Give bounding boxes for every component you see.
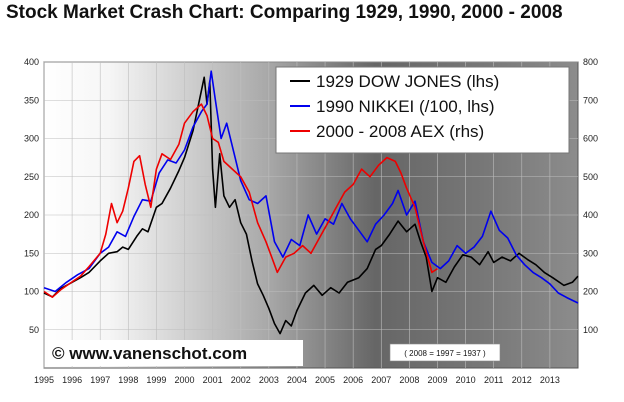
note-box: ( 2008 = 1997 = 1937 ) [389,343,501,362]
x-tick-label: 2003 [259,375,279,385]
y-tick-label-left: 250 [24,172,39,182]
x-tick-label: 2013 [540,375,560,385]
x-tick-label: 1998 [118,375,138,385]
y-axis-right: 100 200 300 400 500 600 700 800 [583,57,598,335]
series-line-2 [43,70,579,304]
x-tick-label: 2000 [175,375,195,385]
watermark-box: © www.vanenschot.com [48,340,303,366]
x-tick-label: 2009 [427,375,447,385]
y-tick-label-left: 50 [29,325,39,335]
watermark: © www.vanenschot.com [52,344,247,363]
legend-label-1: 1929 DOW JONES (lhs) [316,72,499,91]
y-tick-label-right: 400 [583,210,598,220]
x-tick-label: 1997 [90,375,110,385]
y-tick-label-right: 700 [583,95,598,105]
x-tick-label: 2010 [456,375,476,385]
x-tick-label: 2012 [512,375,532,385]
series-group [43,70,579,335]
legend-box [275,66,570,154]
x-tick-label: 2002 [231,375,251,385]
series-line-1 [43,76,579,335]
legend-label-3: 2000 - 2008 AEX (rhs) [316,122,484,141]
y-axis-left: 50 100 150 200 250 300 350 400 [24,57,39,335]
y-tick-label-left: 200 [24,210,39,220]
x-tick-label: 2001 [203,375,223,385]
chart-title: Stock Market Crash Chart: Comparing 1929… [6,2,563,23]
y-tick-label-left: 150 [24,248,39,258]
legend: 1929 DOW JONES (lhs) 1990 NIKKEI (/100, l… [275,66,570,154]
y-tick-label-right: 600 [583,134,598,144]
series-line-3 [43,103,438,298]
x-tick-label: 2008 [399,375,419,385]
x-tick-label: 2005 [315,375,335,385]
y-tick-label-left: 350 [24,95,39,105]
x-tick-label: 2006 [343,375,363,385]
x-tick-label: 2007 [371,375,391,385]
x-tick-label: 1996 [62,375,82,385]
y-tick-label-left: 300 [24,134,39,144]
y-tick-label-right: 100 [583,325,598,335]
y-tick-label-right: 300 [583,248,598,258]
note-text: ( 2008 = 1997 = 1937 ) [404,349,486,358]
y-tick-label-right: 200 [583,287,598,297]
y-tick-label-right: 500 [583,172,598,182]
x-tick-label: 1995 [34,375,54,385]
x-tick-label: 1999 [146,375,166,385]
y-tick-label-left: 400 [24,57,39,67]
x-axis: 1995 1996 1997 1998 1999 2000 2001 2002 2003 2004… [34,375,560,385]
y-tick-label-left: 100 [24,287,39,297]
x-tick-label: 2011 [484,375,503,385]
y-tick-label-right: 800 [583,57,598,67]
x-tick-label: 2004 [287,375,307,385]
legend-label-2: 1990 NIKKEI (/100, lhs) [316,97,495,116]
